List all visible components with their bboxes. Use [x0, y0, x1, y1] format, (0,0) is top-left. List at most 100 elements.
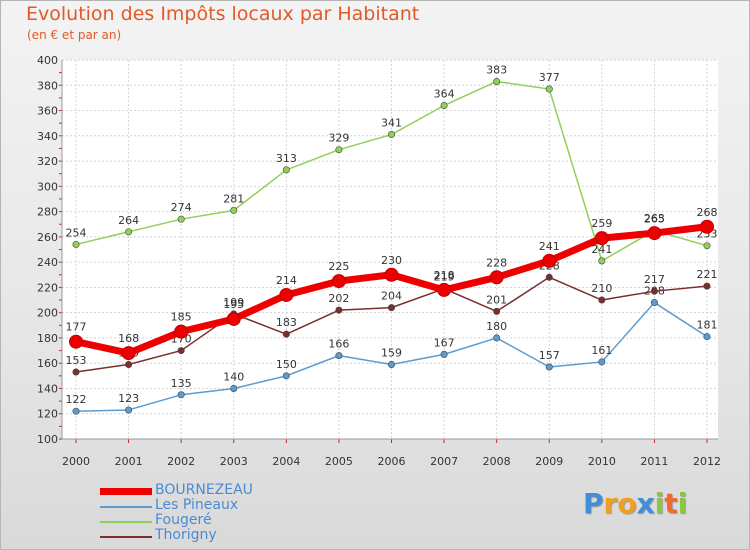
chart-subtitle: (en € et par an): [27, 28, 122, 42]
data-point: [545, 85, 553, 93]
data-point: [700, 219, 714, 234]
data-point: [125, 360, 133, 368]
data-label: 161: [591, 344, 612, 357]
y-tick-label: 280: [37, 206, 58, 219]
x-tick-label: 2010: [588, 455, 616, 468]
logo-letter: P: [583, 487, 604, 520]
data-point: [542, 253, 557, 268]
data-label: 264: [118, 214, 139, 227]
legend: BOURNEZEAU Les Pineaux Fougeré Thorigny: [100, 482, 340, 544]
data-label: 230: [381, 254, 402, 267]
data-label: 329: [328, 132, 349, 145]
x-tick-label: 2002: [167, 455, 195, 468]
legend-item: Thorigny: [100, 527, 340, 544]
data-point: [437, 282, 452, 297]
legend-item: Les Pineaux: [100, 497, 340, 514]
data-point: [650, 299, 658, 307]
logo-letter: r: [603, 487, 618, 520]
y-tick-label: 240: [37, 256, 58, 269]
data-point: [489, 270, 504, 285]
data-label: 341: [381, 117, 402, 130]
data-point: [493, 334, 501, 342]
data-label: 241: [591, 243, 612, 256]
data-label: 140: [223, 370, 244, 383]
data-label: 219: [434, 271, 455, 284]
data-point: [282, 372, 290, 380]
y-tick-label: 300: [37, 180, 58, 193]
data-point: [440, 350, 448, 358]
series-bournezeau: 177 168 185 195 214 225 230 218 228 241 259 263 268: [66, 206, 718, 361]
data-label: 383: [486, 63, 507, 76]
x-tick-label: 2009: [535, 455, 563, 468]
data-point: [440, 101, 448, 109]
legend-swatch: [100, 536, 152, 538]
data-point: [545, 363, 553, 371]
legend-swatch: [100, 506, 152, 508]
data-point: [177, 347, 185, 355]
y-tick-label: 120: [37, 408, 58, 421]
x-tick-label: 2001: [115, 455, 143, 468]
y-tick-label: 220: [37, 281, 58, 294]
data-label: 181: [697, 319, 718, 332]
data-point: [598, 358, 606, 366]
data-point: [230, 206, 238, 214]
data-point: [174, 324, 189, 339]
logo-letter: x: [636, 487, 655, 520]
data-label: 167: [434, 336, 455, 349]
data-point: [650, 287, 658, 295]
data-label: 157: [539, 349, 560, 362]
data-label: 217: [644, 273, 665, 286]
y-tick-label: 160: [37, 357, 58, 370]
data-label: 135: [171, 377, 192, 390]
legend-label: Thorigny: [155, 527, 217, 543]
data-label: 364: [434, 87, 455, 100]
y-tick-label: 360: [37, 105, 58, 118]
data-point: [282, 166, 290, 174]
data-point: [335, 352, 343, 360]
data-label: 228: [486, 256, 507, 269]
proxiti-logo: Proxiti: [583, 487, 687, 520]
data-point: [387, 131, 395, 139]
x-tick-label: 2004: [272, 455, 300, 468]
y-tick-label: 380: [37, 79, 58, 92]
data-label: 313: [276, 152, 297, 165]
data-point: [177, 391, 185, 399]
legend-label: Fougeré: [155, 512, 212, 528]
data-label: 150: [276, 358, 297, 371]
data-label: 153: [66, 354, 87, 367]
data-point: [331, 274, 346, 289]
legend-item: Fougeré: [100, 512, 340, 529]
data-label: 201: [486, 293, 507, 306]
x-tick-label: 2006: [378, 455, 406, 468]
data-point: [230, 384, 238, 392]
legend-label: Les Pineaux: [155, 497, 239, 513]
x-tick-label: 2008: [483, 455, 511, 468]
data-label: 177: [66, 321, 87, 334]
data-label: 214: [276, 274, 297, 287]
logo-letter: i: [677, 487, 688, 520]
x-tick-label: 2007: [430, 455, 458, 468]
data-label: 210: [591, 282, 612, 295]
series-thorigny: 153159170199183202204219201228210217221: [66, 259, 718, 376]
data-point: [72, 368, 80, 376]
logo-letter: t: [664, 487, 678, 520]
data-point: [598, 296, 606, 304]
x-tick-label: 2000: [62, 455, 90, 468]
data-point: [335, 146, 343, 154]
data-point: [282, 330, 290, 338]
data-point: [72, 240, 80, 248]
data-point: [177, 215, 185, 223]
data-label: 180: [486, 320, 507, 333]
data-point: [493, 307, 501, 315]
data-label: 185: [171, 311, 192, 324]
data-label: 195: [223, 298, 244, 311]
data-label: 159: [381, 346, 402, 359]
y-tick-label: 320: [37, 155, 58, 168]
data-point: [594, 231, 609, 246]
y-tick-label: 400: [37, 54, 58, 67]
data-label: 265: [644, 213, 665, 226]
data-point: [121, 346, 136, 361]
data-point: [387, 360, 395, 368]
data-point: [545, 273, 553, 281]
